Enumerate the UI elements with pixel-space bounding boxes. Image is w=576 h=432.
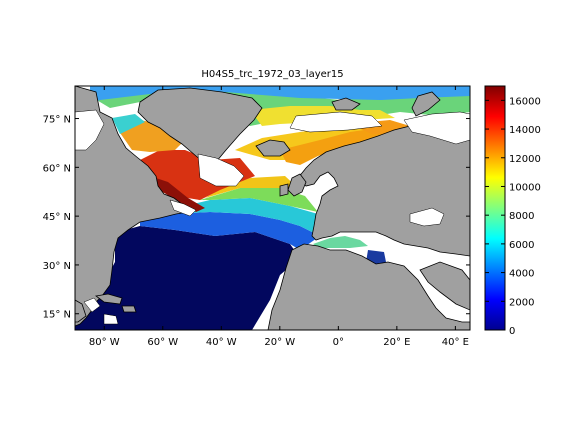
x-tick-label: 0°	[333, 337, 344, 348]
x-tick-label: 20° E	[383, 337, 410, 348]
x-tick-label: 40° W	[206, 337, 237, 348]
colorbar	[484, 85, 506, 331]
x-tick-label: 60° W	[147, 337, 178, 348]
colorbar-tick-label: 14000	[509, 125, 541, 136]
y-tick-label: 30° N	[43, 261, 71, 272]
colorbar-tick-label: 12000	[509, 154, 541, 165]
y-tick-label: 60° N	[43, 163, 71, 174]
colorbar-tick-label: 16000	[509, 96, 541, 107]
x-tick-label: 80° W	[89, 337, 120, 348]
land-masses	[75, 86, 470, 330]
y-axis: 15° N 30° N 45° N 60° N 75° N	[43, 115, 470, 321]
colorbar-tick-label: 0	[509, 326, 515, 337]
colorbar-tick-label: 6000	[509, 240, 534, 251]
y-tick-label: 45° N	[43, 212, 71, 223]
x-tick-label: 20° W	[264, 337, 295, 348]
x-tick-label: 40° E	[442, 337, 469, 348]
colorbar-tick-label: 2000	[509, 297, 534, 308]
y-tick-label: 15° N	[43, 310, 71, 321]
x-axis: 80° W 60° W 40° W 20° W 0° 20° E 40° E	[89, 86, 469, 348]
y-tick-label: 75° N	[43, 115, 71, 126]
masked-regions	[75, 109, 470, 325]
map-title: H04S5_trc_1972_03_layer15	[201, 69, 344, 80]
map-axes	[74, 85, 471, 331]
colorbar-tick-label: 8000	[509, 211, 534, 222]
colorbar-tick-label: 10000	[509, 182, 541, 193]
colorbar-axis: 0 2000 4000 6000 8000 10000 12000 14000 16000	[485, 96, 541, 337]
colorbar-tick-label: 4000	[509, 269, 534, 280]
